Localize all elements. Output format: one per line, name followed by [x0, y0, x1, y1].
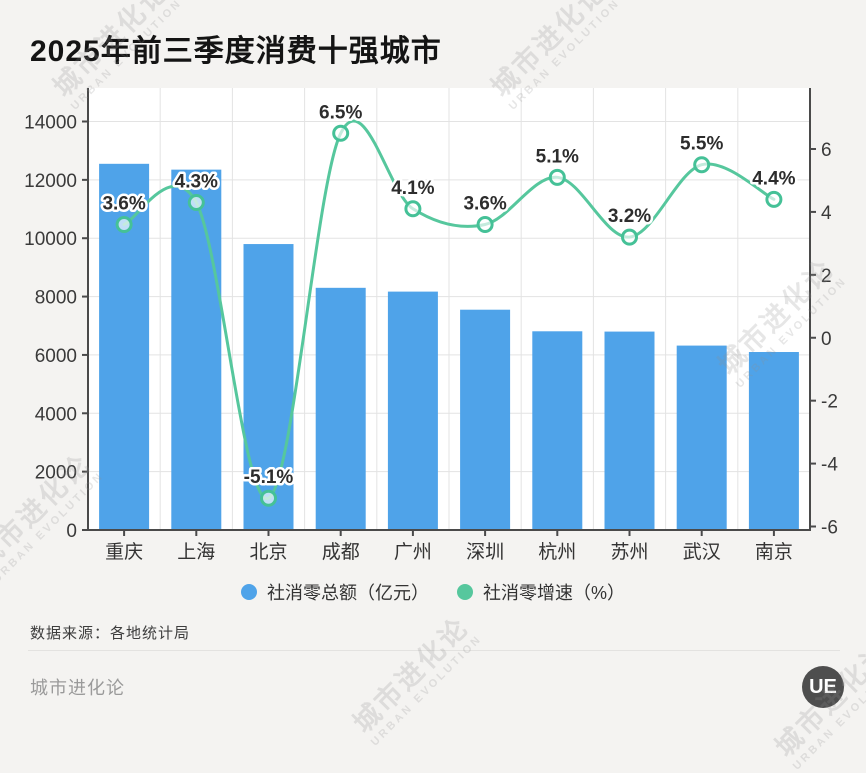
left-axis-tick-label: 6000	[35, 346, 77, 367]
line-value-label: 5.1%	[536, 146, 579, 167]
x-axis-category-label: 杭州	[538, 541, 576, 563]
line-value-label: 4.4%	[752, 168, 795, 189]
line-value-label: 3.6%	[102, 194, 145, 215]
data-source-note: 数据来源：各地统计局	[30, 625, 191, 642]
line-point-7	[621, 228, 638, 246]
right-axis-tick-label: 0	[821, 329, 832, 350]
left-axis-tick-label: 2000	[35, 463, 77, 484]
line-value-label: 3.6%	[463, 194, 506, 215]
line-point-3	[332, 124, 350, 142]
line-value-label: 3.2%	[608, 206, 651, 227]
line-point-4	[404, 200, 422, 218]
brand-name: 城市进化论	[30, 678, 125, 698]
right-axis-tick-label: 4	[821, 203, 832, 224]
x-axis-category-label: 北京	[249, 541, 287, 563]
x-axis-category-label: 深圳	[466, 541, 504, 563]
left-axis-tick-label: 10000	[24, 229, 77, 250]
bar-5	[460, 309, 511, 530]
x-axis-category-label: 上海	[177, 541, 215, 563]
x-axis-category-label: 成都	[322, 541, 360, 563]
bar-8	[676, 345, 727, 530]
line-point-5	[476, 216, 494, 233]
x-axis-category-label: 重庆	[105, 541, 143, 563]
left-axis-tick-label: 8000	[35, 288, 77, 309]
footer-divider	[28, 650, 840, 651]
right-axis-tick-label: -6	[821, 518, 838, 539]
combo-chart: 0 2000 4000 6000 8000 10000 12000 14000 -6 -4 -2 0 2…	[24, 88, 838, 563]
x-axis-category-label: 广州	[394, 541, 432, 563]
line-point-0	[115, 216, 133, 233]
line-point-9	[765, 190, 783, 208]
x-axis-category-label: 南京	[755, 541, 793, 563]
bar-series-dot-icon	[240, 584, 257, 600]
line-value-label: -5.1%	[244, 467, 294, 488]
line-value-label: 4.1%	[391, 178, 434, 199]
line-series-label: 社消零增速（%）	[482, 583, 625, 603]
bar-1	[171, 169, 222, 530]
bar-2	[243, 244, 294, 531]
page-title: 2025年前三季度消费十强城市	[30, 35, 442, 68]
line-series-dot-icon	[456, 584, 473, 600]
legend-item-line-series: 社消零增速（%）	[456, 579, 625, 605]
line-point-1	[187, 193, 205, 211]
ue-logo-icon: UE	[802, 666, 844, 708]
bar-7	[604, 331, 655, 530]
left-axis-tick-label: 12000	[24, 171, 77, 192]
left-axis-tick-label: 0	[66, 521, 77, 542]
line-point-2	[260, 489, 277, 507]
left-axis-tick-label: 14000	[24, 113, 77, 134]
right-axis-tick-label: 6	[821, 140, 832, 161]
legend-item-bar-series: 社消零总额（亿元）	[240, 579, 429, 605]
bar-3	[315, 287, 366, 530]
right-axis-tick-label: -2	[821, 392, 838, 413]
right-axis-tick-label: 2	[821, 266, 832, 287]
line-point-8	[693, 156, 711, 174]
line-value-label: 6.5%	[319, 102, 362, 123]
line-value-label: 4.3%	[175, 171, 218, 192]
line-value-label: 5.5%	[680, 134, 723, 155]
line-point-6	[548, 168, 566, 186]
bar-6	[532, 331, 583, 530]
x-axis-category-label: 苏州	[610, 541, 648, 563]
bar-9	[748, 352, 799, 530]
growth-line	[122, 119, 776, 500]
legend: 社消零总额（亿元） 社消零增速（%）	[0, 579, 866, 605]
left-axis-tick-label: 4000	[35, 404, 77, 425]
footer: 城市进化论 UE	[30, 666, 844, 708]
bar-4	[387, 291, 438, 530]
right-axis-tick-label: -4	[821, 455, 838, 476]
bar-series-label: 社消零总额（亿元）	[266, 583, 429, 603]
x-axis-category-label: 武汉	[683, 541, 721, 563]
